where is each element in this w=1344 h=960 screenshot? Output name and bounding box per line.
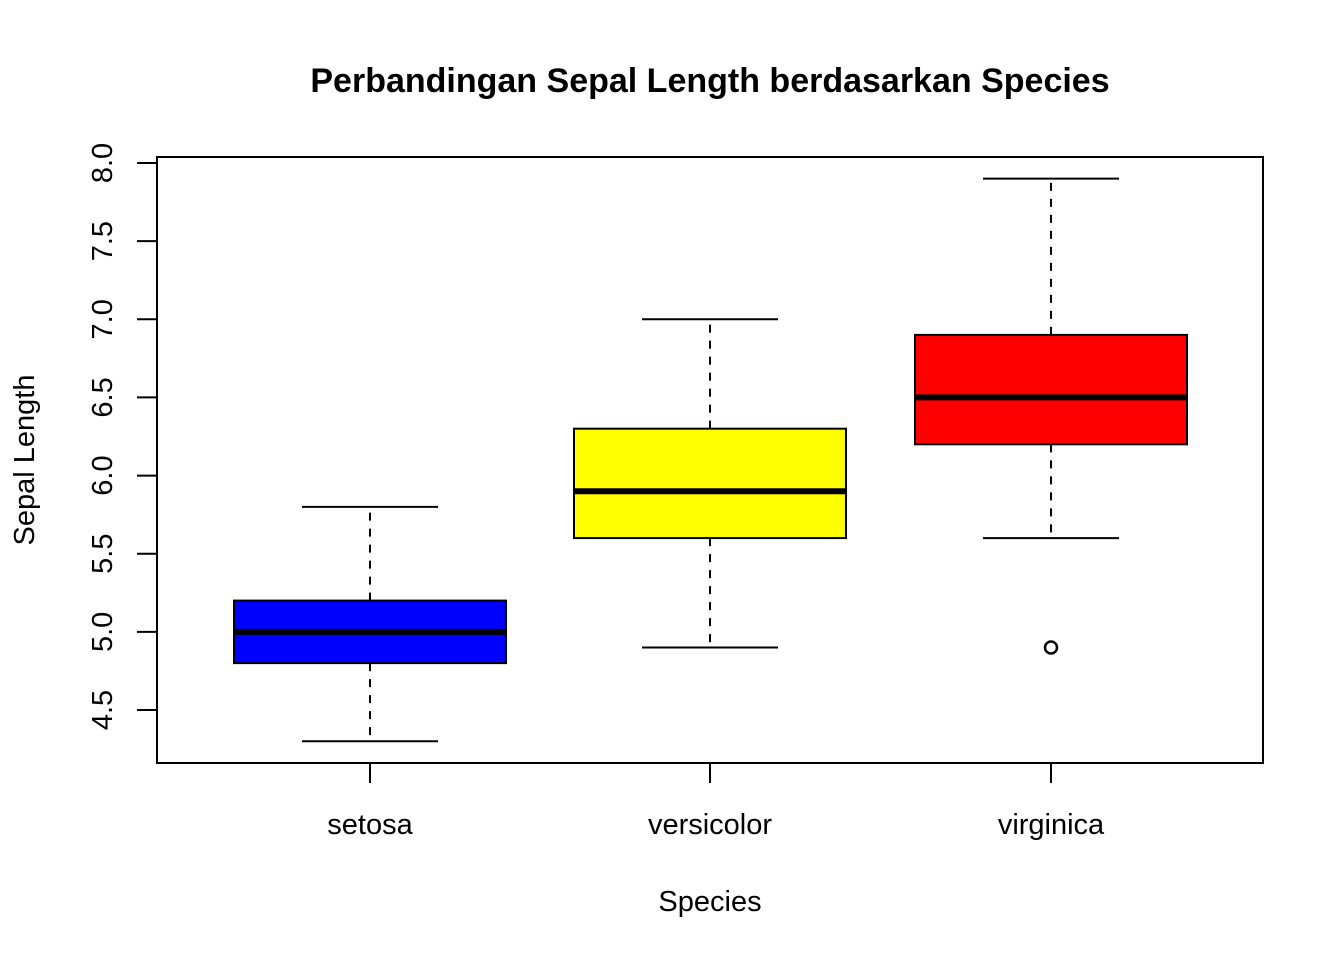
chart-title: Perbandingan Sepal Length berdasarkan Sp… bbox=[310, 62, 1109, 100]
x-tick-label: setosa bbox=[327, 809, 413, 841]
iqr-box bbox=[914, 333, 1188, 446]
x-tick-label: versicolor bbox=[648, 809, 772, 841]
x-tick-label: virginica bbox=[998, 809, 1105, 841]
y-tick-label: 6.5 bbox=[87, 377, 119, 417]
y-tick-label: 7.0 bbox=[87, 299, 119, 339]
box-versicolor bbox=[573, 318, 847, 649]
y-tick-label: 8.0 bbox=[87, 143, 119, 183]
outlier-point bbox=[1043, 640, 1059, 655]
y-tick-label: 5.0 bbox=[87, 612, 119, 652]
y-tick-label: 5.5 bbox=[87, 534, 119, 574]
box-setosa bbox=[233, 505, 507, 743]
y-axis-label: Sepal Length bbox=[9, 375, 41, 546]
y-axis: 4.5 5.0 5.5 6.0 6.5 7.0 7.5 8.0 bbox=[87, 143, 158, 730]
x-axis-label: Species bbox=[658, 886, 761, 918]
box-virginica bbox=[914, 177, 1188, 655]
box-group bbox=[233, 177, 1188, 743]
y-tick-label: 6.0 bbox=[87, 455, 119, 495]
x-axis: setosa versicolor virginica bbox=[327, 763, 1105, 841]
y-tick-label: 4.5 bbox=[87, 690, 119, 730]
iqr-box bbox=[573, 427, 847, 540]
y-tick-label: 7.5 bbox=[87, 221, 119, 261]
